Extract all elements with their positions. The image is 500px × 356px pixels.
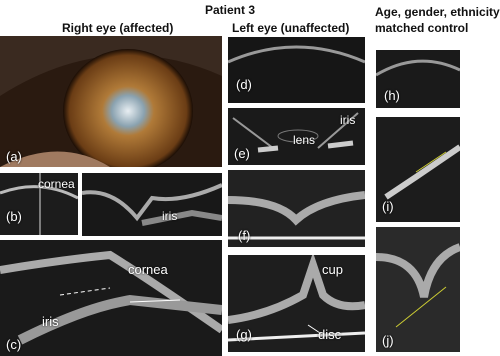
panel-label: (h): [384, 88, 400, 103]
annotation: iris: [340, 113, 356, 127]
column-heading: Age, gender, ethnicity: [375, 5, 500, 19]
panel-label: (j): [382, 333, 394, 348]
oct-panel: (h): [376, 50, 460, 108]
panel-label: (d): [236, 77, 252, 92]
oct-panel: (i): [376, 117, 460, 222]
oct-panel: iris: [82, 173, 222, 236]
annotation: cup: [322, 262, 343, 277]
oct-panel: cornea iris (c): [0, 240, 222, 356]
column-heading: Left eye (unaffected): [232, 21, 350, 35]
panel-label: (e): [234, 146, 250, 161]
photo-panel: (a): [0, 36, 222, 167]
column-heading: Right eye (affected): [62, 21, 174, 35]
annotation: iris: [42, 314, 59, 329]
panel-label: (c): [6, 337, 22, 352]
panel-label: (f): [238, 228, 251, 243]
oct-panel: (d): [228, 37, 365, 103]
annotation: iris: [162, 209, 178, 223]
panel-label: (b): [6, 209, 22, 224]
panel-label: (i): [382, 199, 394, 214]
annotation: cornea: [128, 262, 168, 277]
annotation: disc: [318, 327, 342, 342]
oct-panel: cup disc (g): [228, 255, 365, 352]
annotation: cornea: [38, 177, 75, 191]
oct-panel: cornea (b): [0, 173, 78, 235]
annotation: lens: [293, 133, 316, 147]
oct-panel: lens iris (e): [228, 108, 365, 165]
figure-title: Patient 3: [205, 3, 256, 17]
oct-panel: (f): [228, 170, 365, 247]
column-heading: matched control: [375, 21, 469, 35]
eye-photo: [0, 36, 222, 167]
panel-label: (g): [236, 327, 252, 342]
panel-label: (a): [6, 149, 22, 164]
oct-panel: (j): [376, 227, 460, 352]
